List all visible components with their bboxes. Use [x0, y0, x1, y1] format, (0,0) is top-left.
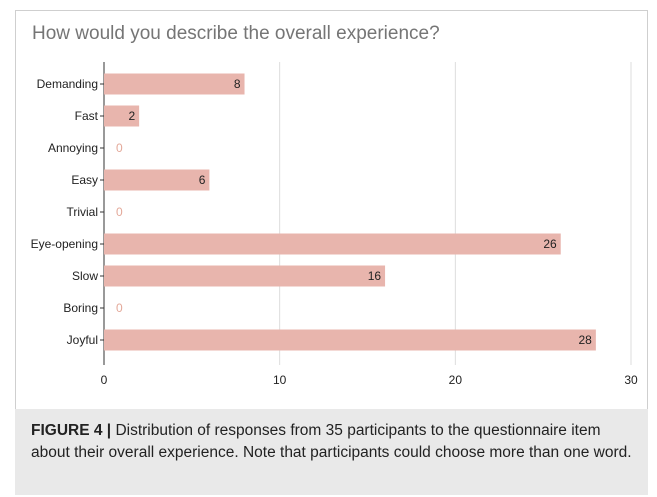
- bar: [104, 233, 561, 255]
- category-label: Easy: [71, 173, 98, 187]
- bar-chart: 0 10 20 30 Demanding 8 Fast 2 Annoying 0 Easy 6 Triv…: [31, 62, 638, 387]
- x-tick-label: 30: [624, 373, 638, 387]
- chart-title: How would you describe the overall exper…: [32, 23, 440, 44]
- category-label: Annoying: [48, 141, 98, 155]
- data-label: 0: [116, 301, 123, 315]
- bar: [104, 73, 245, 95]
- data-label: 26: [543, 237, 557, 251]
- data-label: 16: [368, 269, 382, 283]
- bar: [104, 169, 210, 191]
- caption-label: FIGURE 4: [31, 422, 103, 439]
- data-label: 6: [199, 173, 206, 187]
- category-label: Fast: [75, 109, 99, 123]
- x-tick-label: 0: [101, 373, 108, 387]
- category-label: Trivial: [66, 205, 98, 219]
- bar: [104, 105, 140, 127]
- data-label: 2: [128, 109, 135, 123]
- category-label: Joyful: [67, 333, 98, 347]
- category-label: Demanding: [37, 77, 98, 91]
- bar: [104, 329, 596, 351]
- bar: [104, 265, 386, 287]
- data-label: 8: [234, 77, 241, 91]
- category-label: Boring: [63, 301, 98, 315]
- labels: 0 10 20 30 Demanding 8 Fast 2 Annoying 0 Easy 6 Triv…: [31, 77, 638, 387]
- data-label: 0: [116, 205, 123, 219]
- data-label: 0: [116, 141, 123, 155]
- caption-text: Distribution of responses from 35 partic…: [31, 422, 632, 461]
- bars: [104, 73, 596, 351]
- figure-caption: FIGURE 4 | Distribution of responses fro…: [15, 409, 648, 495]
- data-label: 28: [579, 333, 593, 347]
- gridlines: [100, 62, 632, 365]
- category-label: Eye-opening: [31, 237, 98, 251]
- x-tick-label: 10: [273, 373, 287, 387]
- x-tick-label: 20: [449, 373, 463, 387]
- category-label: Slow: [72, 269, 98, 283]
- caption-separator: |: [106, 422, 112, 439]
